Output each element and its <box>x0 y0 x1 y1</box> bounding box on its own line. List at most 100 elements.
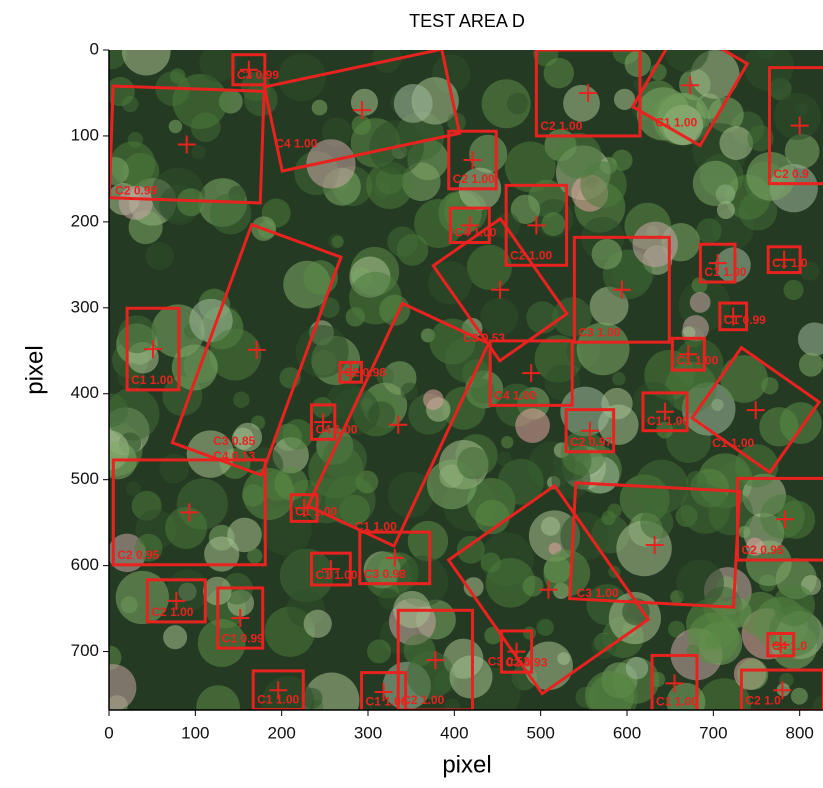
x-tick-label: 100 <box>181 723 209 742</box>
tree-crown <box>665 28 709 72</box>
tree-crown <box>560 387 610 437</box>
tree-crown <box>407 651 455 699</box>
tree-crown <box>541 212 565 236</box>
detection-label: C4 1.00 <box>275 136 317 150</box>
tree-crown <box>541 517 560 536</box>
x-tick-label: 600 <box>613 723 641 742</box>
tree-crown <box>170 68 185 83</box>
tree-crown <box>278 53 326 101</box>
detection-label: C4 1.0 <box>772 639 808 653</box>
detection-label: C1 1.00 <box>366 694 408 708</box>
tree-crown <box>791 688 808 705</box>
tree-crown <box>414 199 463 248</box>
tree-crown <box>163 625 187 649</box>
detection-label: C1 1.00 <box>131 373 173 387</box>
detection-label: C2 0.98 <box>344 365 386 379</box>
tree-crown <box>735 444 778 487</box>
tree-crown <box>799 353 823 377</box>
tree-crown <box>351 89 378 116</box>
tree-crown <box>690 292 711 313</box>
tree-crown <box>312 100 328 116</box>
tree-crown <box>523 626 536 639</box>
tree-crown <box>501 436 513 448</box>
detection-label: C2 0.97 <box>570 435 612 449</box>
detection-label: C2 0.95 <box>117 548 159 562</box>
tree-crown <box>192 145 206 159</box>
tree-crown <box>738 526 750 538</box>
tree-crown <box>210 193 251 234</box>
x-tick-label: 300 <box>354 723 382 742</box>
tree-crown <box>592 239 623 270</box>
tree-crown <box>247 548 262 563</box>
tree-crown <box>401 383 419 401</box>
detection-label: C3 1.00 <box>577 586 619 600</box>
tree-crown <box>304 610 332 638</box>
tree-crown <box>243 468 295 520</box>
tree-crown <box>626 657 649 680</box>
x-tick-label: 800 <box>786 723 814 742</box>
x-tick-label: 700 <box>699 723 727 742</box>
detection-label: C1 1.00 <box>315 568 357 582</box>
y-tick-label: 400 <box>71 383 99 402</box>
tree-crown <box>676 560 724 608</box>
x-tick-label: 500 <box>526 723 554 742</box>
tree-crown <box>283 419 314 450</box>
tree-crown <box>408 521 449 562</box>
detection-label: C1 1.00 <box>655 116 697 130</box>
chart: TEST AREA D pixel pixel C3 0.99C4 1.00C2… <box>0 0 823 783</box>
y-tick-label: 100 <box>71 125 99 144</box>
detection-label: C2 0.93 <box>505 655 547 669</box>
y-tick-label: 500 <box>71 469 99 488</box>
tree-crown <box>784 280 804 300</box>
tree-crown <box>523 576 544 597</box>
detection-label: C2 0.95 <box>742 543 784 557</box>
tree-crown <box>122 27 171 76</box>
tree-crown <box>367 639 391 663</box>
tree-crown <box>244 83 278 117</box>
tree-crown <box>693 161 738 206</box>
detection-label: C1 0.99 <box>724 313 766 327</box>
tree-crown <box>696 218 721 243</box>
detection-label: C2 0.9 <box>773 167 809 181</box>
tree-crown <box>89 664 136 711</box>
y-tick-label: 600 <box>71 555 99 574</box>
tree-crown <box>640 506 673 539</box>
tree-crown <box>633 222 678 267</box>
tree-crown <box>169 120 183 134</box>
detection-label: C2 1.0 <box>745 694 781 708</box>
tree-crown <box>580 161 626 207</box>
tree-crown <box>445 698 460 713</box>
tree-crown <box>507 93 528 114</box>
tree-crown <box>515 408 550 443</box>
detection-label: C1 1.00 <box>704 265 746 279</box>
y-tick-label: 200 <box>71 211 99 230</box>
y-tick-label: 0 <box>90 39 99 58</box>
x-tick-label: 200 <box>267 723 295 742</box>
detection-label: C3 0.99 <box>237 68 279 82</box>
tree-crown <box>332 236 344 248</box>
tree-crown <box>233 392 249 408</box>
tree-crown <box>774 93 821 140</box>
tree-crown <box>423 389 444 410</box>
detection-label: C2 1.00 <box>151 605 193 619</box>
tree-crown <box>209 329 261 381</box>
y-axis-label: pixel <box>21 345 48 394</box>
detection-label: C3 0.98 <box>364 567 406 581</box>
detection-label: C1 1.0 <box>772 256 808 270</box>
detection-label: C2 1.00 <box>453 172 495 186</box>
chart-title: TEST AREA D <box>409 11 525 31</box>
tree-crown <box>795 103 808 116</box>
tree-crown <box>146 242 174 270</box>
tree-crown <box>705 632 721 648</box>
tree-crown <box>760 494 805 539</box>
tree-crown <box>204 536 239 571</box>
tree-crown <box>612 372 625 385</box>
tree-crown <box>126 481 141 496</box>
tree-crown <box>537 619 554 636</box>
detection-label: C1 1.00 <box>295 505 337 519</box>
tree-crown <box>199 45 237 83</box>
tree-crown <box>544 58 574 88</box>
detection-label: C2 1.00 <box>402 693 444 707</box>
x-tick-label: 0 <box>104 723 113 742</box>
tree-crown <box>563 85 600 122</box>
